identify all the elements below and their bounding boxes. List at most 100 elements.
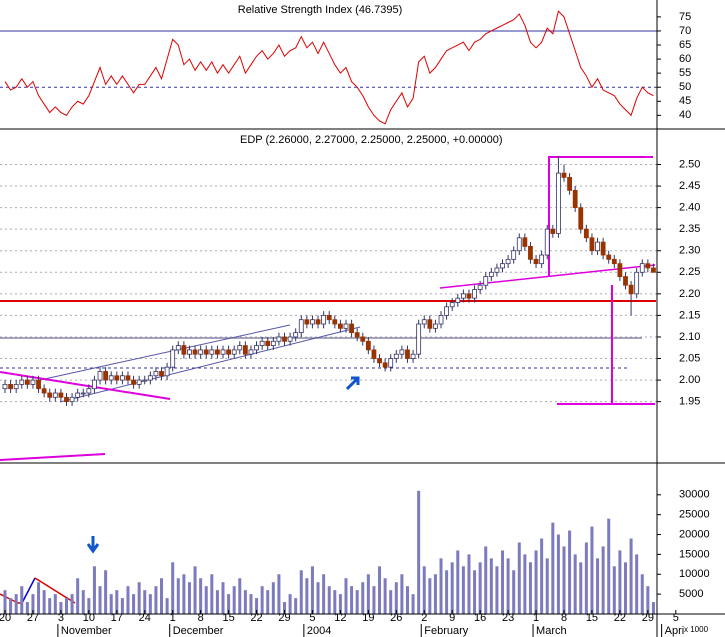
price-title: EDP (2.26000, 2.27000, 2.25000, 2.25000,… (240, 134, 503, 146)
y-tick-label: 15000 (679, 548, 710, 560)
y-tick-label: 45 (679, 95, 691, 107)
candle-body (237, 345, 243, 351)
candle-body (164, 366, 170, 377)
month-label: February (424, 625, 469, 637)
volume-bar (104, 570, 108, 614)
candle-body (175, 345, 181, 351)
candle-body (248, 349, 254, 355)
volume-bar (327, 586, 331, 614)
candle-body (455, 297, 461, 303)
x-tick-label: 22 (250, 612, 262, 624)
candle-body (623, 276, 628, 286)
volume-bar (25, 602, 29, 614)
y-tick-label: 2.50 (679, 158, 700, 170)
candle-body (556, 172, 561, 234)
volume-bar (601, 546, 605, 614)
x-tick-label: 24 (139, 612, 151, 624)
volume-bar (322, 574, 326, 614)
x-tick-label: 23 (502, 612, 514, 624)
candle-body (103, 371, 109, 381)
candle-body (220, 349, 226, 355)
candle-body (92, 379, 97, 390)
volume-bar (288, 594, 292, 614)
y-tick-label: 75 (679, 11, 691, 23)
candle-body (80, 392, 86, 395)
candle-body (511, 250, 517, 260)
y-tick-label: 2.00 (679, 374, 700, 386)
candle-body (293, 332, 299, 338)
candle-body (86, 388, 92, 394)
volume-bar (422, 566, 426, 614)
candle-body (52, 392, 58, 398)
volume-bar (249, 594, 253, 614)
volume-bar (92, 566, 96, 614)
candle-body (58, 392, 64, 398)
candle-body (198, 349, 204, 355)
candle-body (270, 340, 276, 346)
candle-body (131, 379, 136, 385)
candle-body (410, 353, 416, 359)
volume-bar (137, 582, 141, 614)
volume-bar (366, 574, 370, 614)
volume-bar (534, 550, 538, 614)
volume-bar (596, 558, 600, 614)
candle-body (8, 383, 13, 390)
candle-body (645, 263, 651, 269)
candle-body (600, 241, 606, 256)
candle-body (282, 336, 287, 342)
candle-body (399, 349, 405, 355)
candle-body (75, 392, 81, 398)
volume-bar (232, 586, 236, 614)
x-tick-label: 26 (390, 612, 402, 624)
y-tick-label: 30000 (679, 489, 710, 501)
volume-bar (556, 534, 560, 614)
y-tick-label: 2.35 (679, 223, 700, 235)
volume-bar (9, 598, 13, 614)
candle-body (343, 323, 349, 329)
candle-body (651, 267, 656, 273)
x-tick-label: 27 (27, 612, 39, 624)
candle-body (483, 276, 489, 286)
volume-bar (64, 598, 68, 614)
candle-body (276, 336, 282, 342)
candle-body (147, 375, 153, 381)
volume-bar (59, 602, 63, 614)
candle-body (416, 323, 422, 355)
volume-bar (277, 574, 281, 614)
volume-bar (651, 602, 655, 614)
candle-body (13, 383, 19, 390)
candle-body (36, 379, 41, 390)
candle-body (153, 371, 159, 377)
volume-bar (400, 574, 404, 614)
y-tick-label: 70 (679, 25, 691, 37)
candle-body (393, 353, 399, 359)
candle-body (438, 315, 444, 325)
candle-body (337, 323, 343, 329)
volume-bar (590, 526, 594, 614)
volume-bar (501, 550, 505, 614)
x-tick-label: 15 (586, 612, 598, 624)
candle-body (181, 345, 187, 355)
volume-bar (350, 586, 354, 614)
volume-bar (215, 590, 219, 614)
candle-body (30, 379, 36, 385)
volume-bar (456, 550, 460, 614)
candle-body (114, 375, 120, 381)
channel-upper (39, 324, 291, 381)
candle-body (209, 349, 215, 355)
candle-body (287, 336, 293, 342)
y-tick-label: 2.10 (679, 331, 700, 343)
volume-bar (243, 590, 247, 614)
volume-bar (154, 586, 158, 614)
volume-bar (70, 594, 74, 614)
volume-bar (271, 582, 275, 614)
candle-body (19, 379, 25, 385)
volume-bar (579, 562, 583, 614)
volume-bar (635, 554, 639, 614)
candle-body (187, 349, 192, 355)
candle-body (159, 371, 164, 377)
volume-bar (439, 558, 443, 614)
y-tick-label: 2.40 (679, 202, 700, 214)
volume-bar (238, 578, 242, 614)
